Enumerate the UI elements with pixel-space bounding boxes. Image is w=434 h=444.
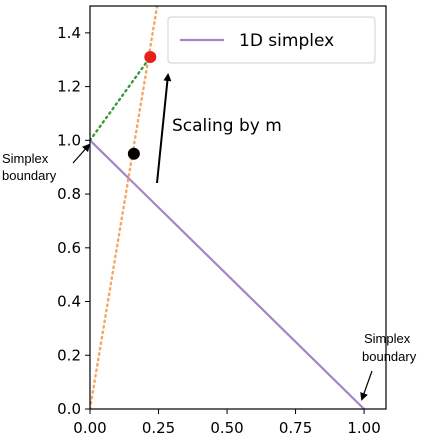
dotted-line-1 [90,6,159,409]
boundary-right-annotation: Simplex boundary [360,331,417,401]
plot-frame [89,5,387,410]
y-tick-label: 1.2 [57,78,81,96]
points-layer [127,51,157,160]
x-tick-label: 0.50 [210,419,243,437]
y-tick-label: 0.0 [57,400,81,418]
y-tick-label: 0.4 [57,293,81,311]
y-tick-label: 0.6 [57,239,81,257]
boundary-left-line1: Simplex [2,151,49,166]
y-tick-label: 0.2 [57,346,81,364]
y-tick-label: 1.4 [57,24,81,42]
boundary-right-line2: boundary [362,349,417,364]
legend-label: 1D simplex [239,31,334,51]
boundary-left-arrow [72,143,91,164]
boundary-right-line1: Simplex [364,331,411,346]
scaling-label: Scaling by m [172,116,282,136]
x-tick-label: 0.25 [142,419,175,437]
x-tick-label: 0.00 [73,419,106,437]
x-tick-label: 0.75 [279,419,312,437]
y-tick-label: 0.8 [57,185,81,203]
legend: 1D simplex [167,16,376,64]
x-tick-label: 1.00 [347,419,380,437]
y-tick-label: 1.0 [57,131,81,149]
ticks-layer: 0.00 0.25 0.50 0.75 1.00 0.0 0.2 0.4 0.6 0.8 1.0 1.… [57,24,381,437]
scaling-annotation: Scaling by m [156,73,282,184]
dotted-line-2 [90,55,152,142]
data-point-1 [144,51,157,64]
scaling-arrow [156,73,172,184]
boundary-left-line2: boundary [2,168,57,183]
boundary-right-arrow [360,370,373,401]
legend-box [167,16,376,64]
data-point-0 [127,147,140,160]
boundary-left-annotation: Simplex boundary [2,143,91,183]
simplex-line [90,139,365,409]
series-layer [90,6,365,409]
